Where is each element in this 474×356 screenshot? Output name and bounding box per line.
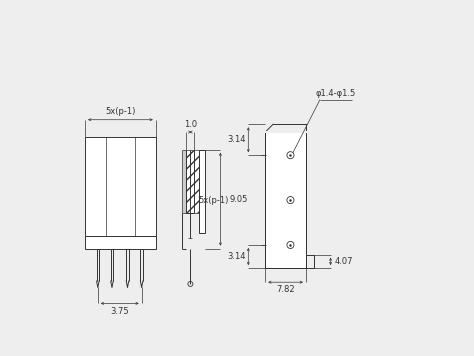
Bar (182, 150, 186, 213)
Text: 3.75: 3.75 (110, 307, 129, 316)
Bar (85, 137, 156, 236)
Bar (199, 150, 204, 233)
Text: 3.14: 3.14 (227, 135, 246, 144)
Text: 4.07: 4.07 (335, 257, 353, 266)
Text: φ1.4-φ1.5: φ1.4-φ1.5 (316, 89, 356, 98)
Text: 9.05: 9.05 (229, 195, 247, 204)
Bar (265, 132, 306, 268)
Text: 3.14: 3.14 (227, 252, 246, 261)
Text: 1.0: 1.0 (184, 120, 197, 129)
Text: 5x(p-1): 5x(p-1) (199, 195, 229, 205)
Bar (85, 236, 156, 248)
Text: 5x(p-1): 5x(p-1) (105, 108, 136, 116)
Text: 7.82: 7.82 (276, 285, 295, 294)
Bar (186, 150, 199, 213)
